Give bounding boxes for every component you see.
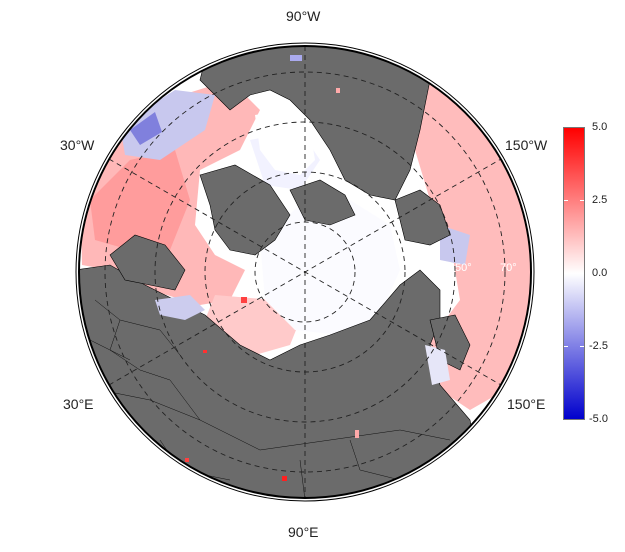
central-arctic: [260, 200, 400, 335]
map-frame-inner: [75, 42, 535, 502]
lon-label-upper-left: 30°W: [60, 137, 95, 153]
lon-label-upper-right: 150°W: [505, 137, 548, 153]
graticule: [104, 46, 506, 498]
colorbar-tick-label: -2.5: [589, 340, 608, 352]
lon-label-bottom: 90°E: [288, 524, 319, 540]
land-greenland: [199, 164, 291, 256]
colorbar-tick-label: 2.5: [592, 194, 608, 206]
colorbar-tick-mark: [580, 346, 584, 347]
land-scandinavia: [109, 234, 186, 291]
colorbar: [563, 127, 585, 420]
colorbar-tick-mark: [564, 200, 568, 201]
colorbar-tick-mark: [580, 200, 584, 201]
anomaly-labrador-cool-core: [130, 112, 162, 145]
lon-label-lower-right: 150°E: [507, 396, 546, 412]
anomaly-atlantic-core: [90, 150, 190, 250]
lon-label-top: 90°W: [286, 8, 321, 24]
lat-label-60: 60°: [405, 262, 422, 274]
anomaly-pixels: [185, 55, 359, 481]
lat-label-50: 50°: [455, 262, 472, 274]
land-north-america: [199, 46, 431, 201]
colorbar-tick-mark: [564, 346, 568, 347]
colorbar-tick-mark: [580, 273, 584, 274]
colorbar-tick-label: 5.0: [592, 121, 608, 133]
lat-label-70: 70°: [500, 262, 517, 274]
colorbar-tick-mark: [564, 273, 568, 274]
colorbar-tick-label: -5.0: [589, 413, 608, 425]
okhotsk-sea: [425, 345, 450, 385]
baltic-sea: [155, 295, 205, 320]
colorbar-tick-label: 0.0: [592, 267, 608, 279]
lon-label-lower-left: 30°E: [63, 396, 94, 412]
land-hudson-bay-ring: [255, 110, 315, 175]
map-frame: [78, 45, 532, 499]
